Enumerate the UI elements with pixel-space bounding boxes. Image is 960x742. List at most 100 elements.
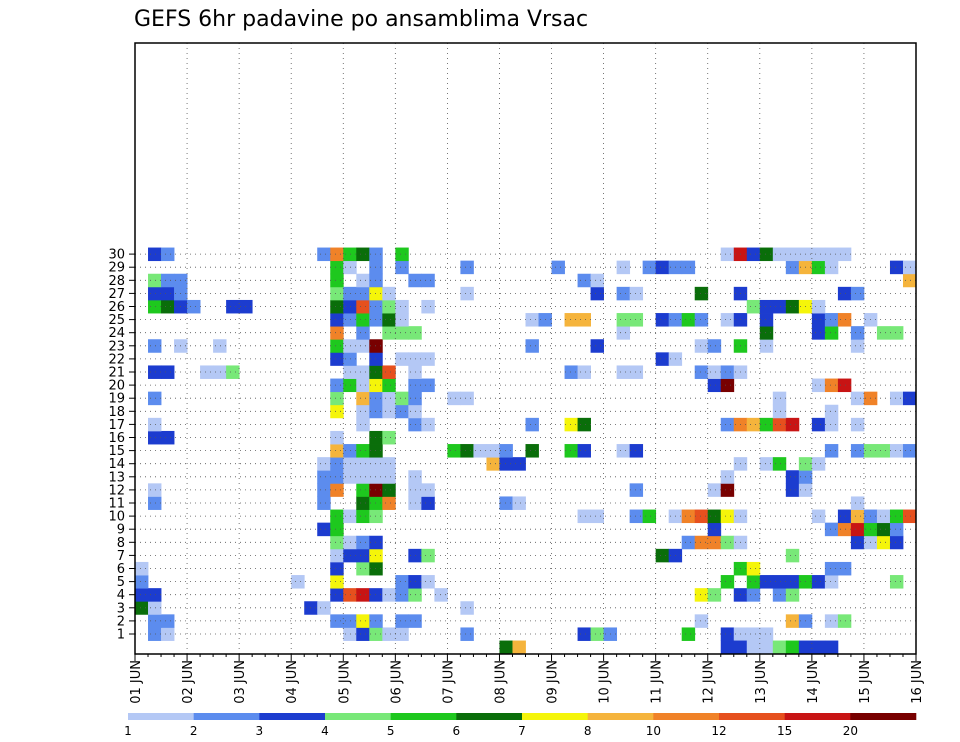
heatmap-cell [148,483,162,497]
heatmap-cell [850,522,865,537]
heatmap-cell [590,627,604,641]
heatmap-cell [824,260,839,275]
heatmap-cell [746,640,761,655]
heatmap-cell [694,286,709,301]
heatmap-cell [824,640,839,655]
colorbar-swatch [259,713,326,720]
heatmap-cell [369,404,383,419]
heatmap-cell [642,260,657,275]
heatmap-cell [889,575,904,589]
heatmap-cell [590,273,604,288]
heatmap-cell [317,601,331,615]
heatmap-cell [161,273,175,288]
heatmap-cell [343,509,357,524]
x-tick-label: 13 JUN [754,660,769,704]
heatmap-cell [148,365,162,379]
heatmap-cell [811,417,826,432]
heatmap-cell [733,640,748,655]
heatmap-cell [551,260,565,275]
heatmap-cell [694,365,709,379]
heatmap-cell [200,365,214,379]
heatmap-cells [135,247,917,655]
heatmap-cell [395,313,409,327]
heatmap-cell [369,352,383,366]
heatmap-cell [876,509,891,524]
heatmap-cell [317,522,331,537]
heatmap-cell [356,588,370,602]
heatmap-cell [850,535,865,550]
heatmap-cell [343,588,357,602]
dotted-grid [135,43,917,654]
heatmap-cell [356,496,370,510]
heatmap-cell [499,457,513,471]
heatmap-cell [694,614,709,628]
x-tick-label: 11 JUN [650,660,665,704]
heatmap-cell [681,509,696,524]
heatmap-cell [824,522,839,537]
heatmap-cell [356,561,370,576]
heatmap-cell [720,378,735,393]
heatmap-cell [655,548,670,563]
heatmap-cell [369,535,383,550]
heatmap-cell [681,313,696,327]
heatmap-cell [694,509,709,524]
heatmap-cell [369,339,383,353]
colorbar-label: 7 [518,724,526,738]
heatmap-cell [772,417,787,432]
heatmap-cell [837,313,852,327]
heatmap-cell [720,365,735,379]
heatmap-cell [356,535,370,550]
heatmap-cell [317,247,331,262]
heatmap-cell [148,601,162,615]
heatmap-cell [161,627,175,641]
heatmap-cell [694,339,709,353]
heatmap-cell [707,339,722,353]
heatmap-cell [525,444,539,458]
heatmap-cell [330,588,344,602]
heatmap-cell [681,260,696,275]
heatmap-cell [330,535,344,550]
heatmap-cell [369,365,383,379]
heatmap-cell [824,614,839,628]
heatmap-cell [317,470,331,484]
heatmap-cell [902,444,917,458]
heatmap-cell [343,352,357,366]
heatmap-cell [512,496,526,510]
y-tick-label: 21 [108,366,125,381]
heatmap-cell [824,575,839,589]
heatmap-cell [395,404,409,419]
y-tick-label: 13 [108,470,125,485]
heatmap-cell [148,339,162,353]
heatmap-cell [785,470,800,484]
heatmap-cell [382,627,396,641]
heatmap-cell [577,417,591,432]
heatmap-cell [499,640,513,655]
colorbar-label: 5 [387,724,395,738]
x-tick-label: 16 JUN [910,660,925,704]
colorbar-swatch [456,713,523,720]
heatmap-cell [681,627,696,641]
heatmap-cell [876,522,891,537]
heatmap-cell [382,299,396,314]
heatmap-cell [902,509,917,524]
heatmap-cell [330,575,344,589]
heatmap-cell [824,444,839,458]
heatmap-cell [707,483,722,497]
heatmap-cell [434,588,448,602]
heatmap-cell [811,640,826,655]
x-axis: 01 JUN 02 JUN 03 JUN 04 JUN 05 JUN 06 JUN 07 J… [129,654,925,704]
heatmap-cell [499,496,513,510]
heatmap-cell [785,483,800,497]
colorbar-swatch [850,713,917,720]
heatmap-cell [330,457,344,471]
colorbar-swatch [784,713,851,720]
heatmap-cell [213,339,227,353]
heatmap-cell [590,509,604,524]
y-tick-label: 2 [117,614,125,629]
heatmap-cell [850,496,865,510]
heatmap-cell [135,588,149,602]
heatmap-cell [811,260,826,275]
heatmap-cell [746,627,761,641]
heatmap-cell [707,509,722,524]
heatmap-cell [369,548,383,563]
